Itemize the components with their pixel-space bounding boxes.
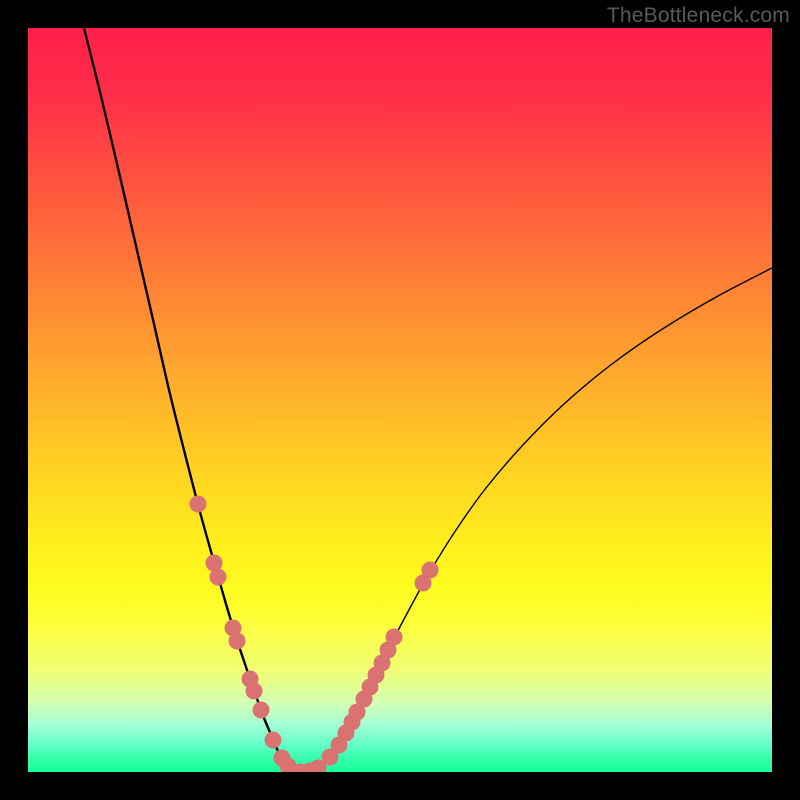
data-marker	[265, 732, 282, 749]
data-marker	[229, 633, 246, 650]
data-marker	[386, 629, 403, 646]
data-marker	[422, 562, 439, 579]
chart-root: TheBottleneck.com	[0, 0, 800, 800]
marker-group	[190, 496, 439, 773]
data-marker	[246, 683, 263, 700]
plot-area	[28, 28, 772, 772]
data-marker	[210, 569, 227, 586]
data-marker	[253, 702, 270, 719]
bottleneck-curve-left	[84, 28, 302, 772]
bottleneck-curve-right	[302, 268, 772, 772]
curve-layer	[28, 28, 772, 772]
watermark-text: TheBottleneck.com	[607, 4, 790, 28]
data-marker	[190, 496, 207, 513]
